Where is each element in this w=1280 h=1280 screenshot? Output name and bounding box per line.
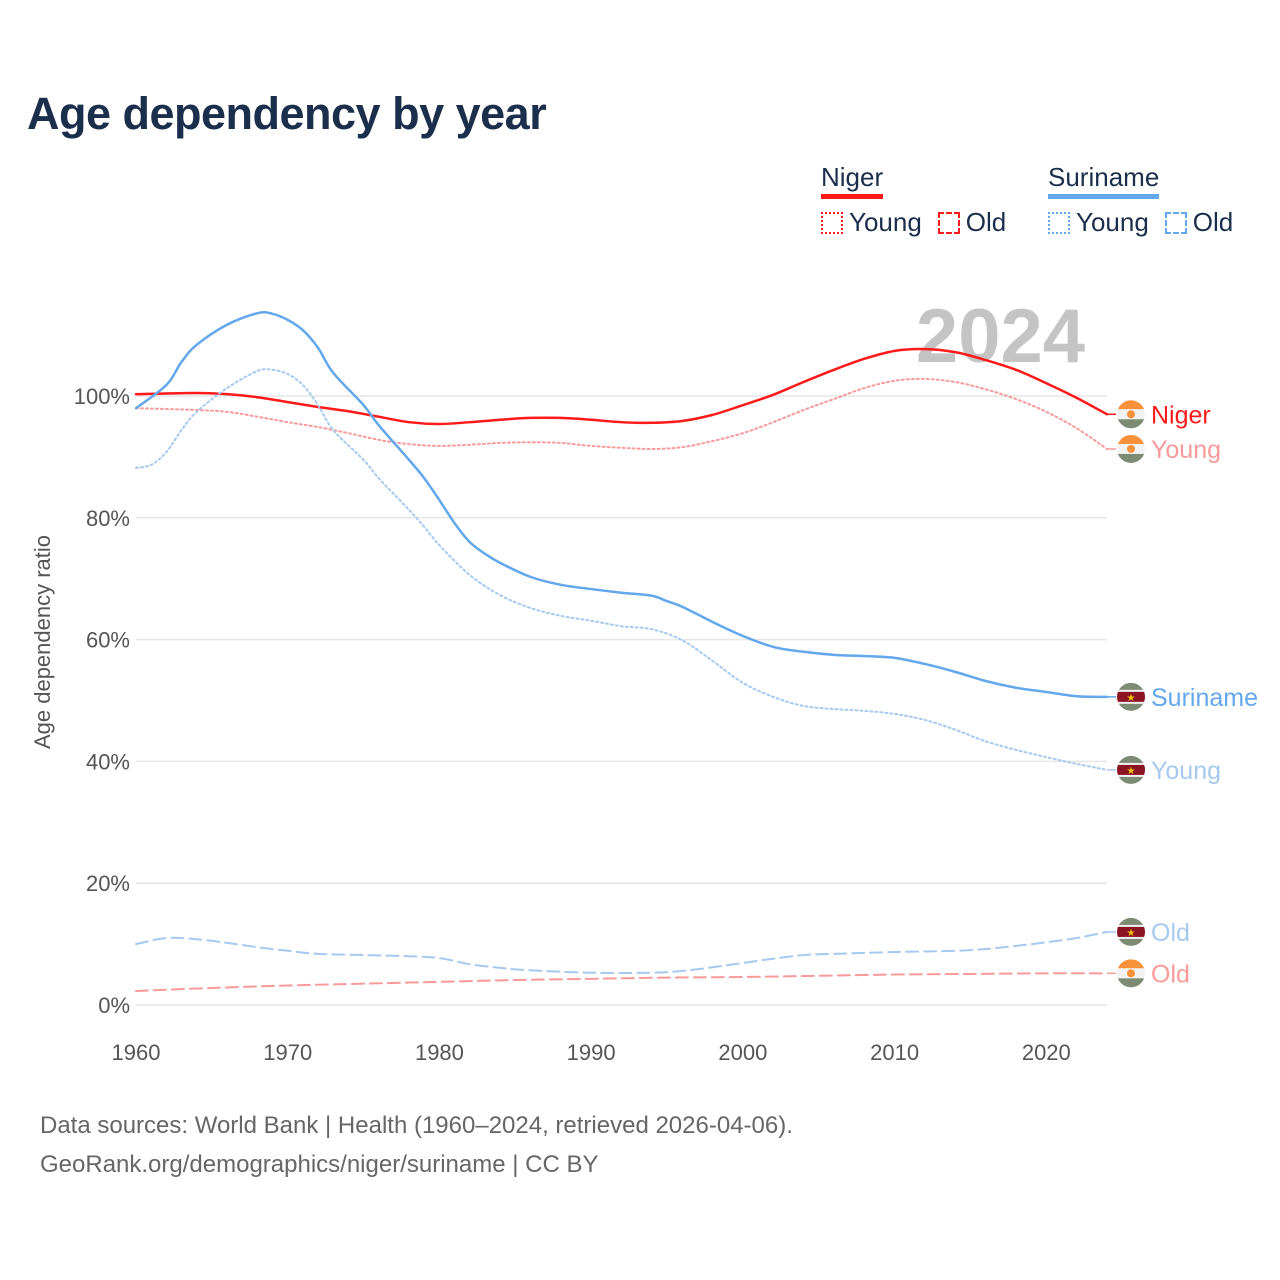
series-suriname-young: ★ Young: [135, 368, 1221, 785]
flag-band: [1117, 434, 1145, 444]
flag-band: [1117, 764, 1145, 775]
suriname-flag-icon: ★: [1117, 917, 1145, 946]
series-line: [135, 368, 1108, 771]
legend-label: Young: [1076, 207, 1149, 237]
y-axis-label: Age dependency ratio: [30, 535, 55, 749]
series-suriname-old: ★ Old: [135, 917, 1190, 974]
series-line: [135, 377, 1108, 450]
x-tick-label: 2000: [718, 1040, 767, 1065]
dotted-swatch-icon: [821, 211, 843, 234]
legend-niger: Niger Young Old: [821, 162, 1006, 238]
flag-band: [1117, 453, 1145, 463]
legend-suriname: Suriname Young Old: [1048, 162, 1233, 238]
niger-flag-icon: [1117, 434, 1145, 463]
series-niger-young: Young: [135, 377, 1221, 464]
niger-flag-icon: [1117, 959, 1145, 988]
footer: Data sources: World Bank | Health (1960–…: [40, 1106, 793, 1184]
end-label: Old: [1151, 919, 1190, 947]
x-tick-label: 2020: [1022, 1040, 1071, 1065]
series-line: [135, 972, 1108, 992]
flag-dot: [1127, 410, 1135, 419]
dashed-swatch-icon: [937, 211, 960, 234]
series-niger-old: Old: [135, 959, 1190, 992]
star-icon: ★: [1127, 928, 1136, 939]
legend-niger-young[interactable]: Young: [821, 207, 922, 238]
series-line: [134, 311, 1109, 699]
data-source-text: Data sources: World Bank | Health (1960–…: [40, 1112, 793, 1139]
dotted-swatch-icon: [1048, 211, 1070, 234]
suriname-flag-icon: ★: [1117, 755, 1145, 784]
end-label: Old: [1151, 960, 1190, 988]
star-icon: ★: [1127, 766, 1136, 777]
flag-band: [1117, 400, 1145, 410]
legend-label: Old: [1192, 207, 1234, 237]
suriname-flag-icon: ★: [1117, 682, 1145, 711]
chart-title: Age dependency by year: [27, 88, 547, 139]
flag-band: [1117, 419, 1145, 429]
y-tick-label: 20%: [86, 871, 130, 896]
star-icon: ★: [1127, 693, 1136, 704]
series-line: [135, 930, 1108, 974]
niger-flag-icon: [1117, 400, 1145, 429]
flag-dot: [1127, 444, 1135, 453]
y-tick-label: 0%: [98, 993, 130, 1018]
series-suriname: ★ Suriname: [134, 311, 1258, 712]
legend-label: Young: [849, 207, 922, 237]
x-tick-label: 1960: [112, 1040, 161, 1065]
y-tick-label: 40%: [86, 749, 130, 774]
legend-niger-old[interactable]: Old: [937, 207, 1007, 238]
end-label: Young: [1151, 436, 1221, 464]
x-tick-label: 2010: [870, 1040, 919, 1065]
x-tick-label: 1970: [263, 1040, 312, 1065]
y-tick-label: 80%: [86, 506, 130, 531]
flag-band: [1117, 691, 1145, 702]
x-tick-label: 1990: [567, 1040, 616, 1065]
flag-band: [1117, 926, 1145, 937]
attribution-link[interactable]: GeoRank.org/demographics/niger/suriname …: [40, 1151, 599, 1178]
y-tick-label: 100%: [74, 384, 130, 409]
series-niger: Niger: [134, 347, 1211, 429]
end-label: Niger: [1151, 401, 1211, 429]
x-tick-label: 1980: [415, 1040, 464, 1065]
flag-band: [1117, 959, 1145, 969]
legend-niger-heading[interactable]: Niger: [821, 162, 884, 199]
legend-suriname-young[interactable]: Young: [1048, 207, 1149, 238]
dashed-swatch-icon: [1164, 211, 1187, 234]
flag-dot: [1127, 969, 1135, 978]
legend-suriname-old[interactable]: Old: [1164, 207, 1234, 238]
year-watermark: 2024: [916, 294, 1085, 379]
legend-suriname-heading[interactable]: Suriname: [1048, 162, 1160, 199]
y-tick-label: 60%: [86, 628, 130, 653]
flag-band: [1117, 978, 1145, 988]
end-label: Young: [1151, 757, 1221, 785]
legend-label: Old: [965, 207, 1007, 237]
series-line: [134, 347, 1109, 426]
end-label: Suriname: [1151, 684, 1258, 712]
